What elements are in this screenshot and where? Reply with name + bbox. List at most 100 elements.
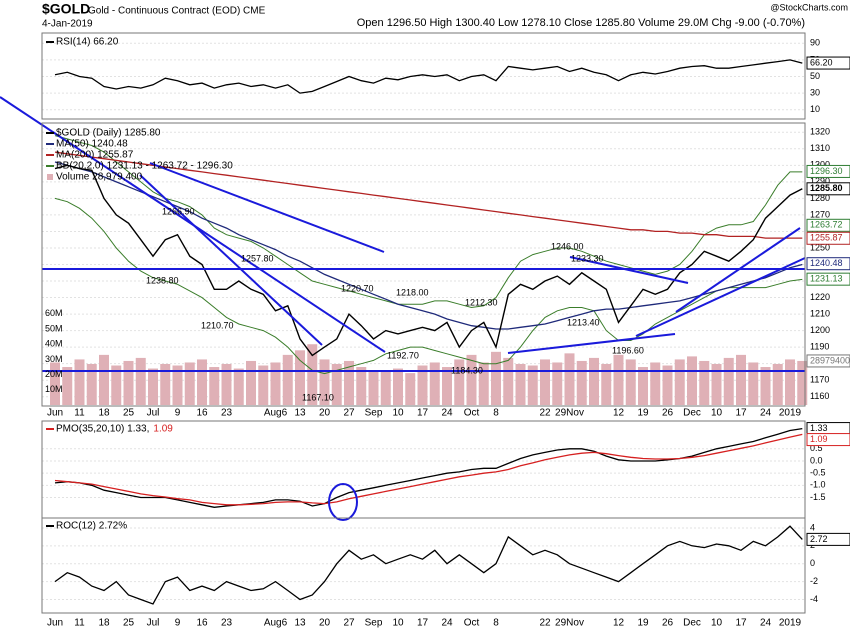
volume-bar xyxy=(123,360,134,405)
volume-bar xyxy=(356,367,367,405)
last-value-label-box xyxy=(806,56,850,70)
x-tick-label: 18 xyxy=(98,618,110,629)
x-tick-label: 19 xyxy=(637,408,649,419)
volume-bar xyxy=(111,365,122,405)
price-annotation: 1257.80 xyxy=(241,253,274,263)
y-tick-label: 30 xyxy=(810,87,820,97)
volume-bar xyxy=(540,359,550,405)
x-tick-label: 26 xyxy=(662,408,674,419)
volume-bar xyxy=(601,363,612,405)
volume-bar xyxy=(62,367,73,405)
series-line xyxy=(54,164,803,357)
y-tick-label: 0 xyxy=(810,558,815,568)
series-line xyxy=(54,427,803,508)
volume-bar xyxy=(466,354,477,405)
volume-tick-label: 10M xyxy=(45,384,63,394)
legend-entry: MA(200) 1255.87 xyxy=(56,150,134,161)
price-annotation: 1167.10 xyxy=(302,392,334,402)
x-tick-label: 10 xyxy=(711,408,723,419)
y-tick-label: 4 xyxy=(810,522,815,532)
x-tick-label: Aug6 xyxy=(264,618,288,629)
volume-bar xyxy=(221,363,232,405)
x-tick-label: 10 xyxy=(392,618,404,629)
legend-entry: $GOLD (Daily) 1285.80 xyxy=(56,128,161,139)
quote: Open 1296.50 High 1300.40 Low 1278.10 Cl… xyxy=(357,17,805,29)
trend-line xyxy=(507,333,676,354)
last-value-label: 1263.72 xyxy=(810,220,843,230)
x-tick-label: 2019 xyxy=(779,408,802,419)
x-tick-label: 19 xyxy=(637,618,649,629)
y-tick-label: 1190 xyxy=(810,342,829,352)
legend-entry: MA(50) 1240.48 xyxy=(56,139,128,150)
volume-bar xyxy=(246,360,256,405)
x-tick-label: 20 xyxy=(319,408,331,419)
x-tick-label: 23 xyxy=(221,408,233,419)
y-tick-label: 1220 xyxy=(810,292,830,302)
series-line xyxy=(54,135,803,309)
price-annotation: 1212.30 xyxy=(465,297,498,307)
y-tick-label: 1310 xyxy=(810,143,830,153)
price-annotation: 1213.40 xyxy=(567,317,600,327)
volume-tick-label: 30M xyxy=(45,354,63,364)
x-tick-label: 11 xyxy=(74,408,85,419)
volume-bar xyxy=(393,368,403,405)
x-tick-label: Sep xyxy=(365,618,383,629)
volume-tick-label: 20M xyxy=(45,369,63,379)
y-tick-label: 0.0 xyxy=(810,455,823,465)
volume-bar xyxy=(160,363,171,405)
volume-bar xyxy=(233,368,244,405)
x-tick-label: Dec xyxy=(683,408,701,419)
credit: @StockCharts.com xyxy=(770,2,848,12)
last-value-label: 1.33 xyxy=(810,423,828,433)
x-tick-label: 27 xyxy=(343,618,355,629)
volume-bar xyxy=(478,362,489,405)
y-tick-label: -0.5 xyxy=(810,468,826,478)
x-tick-label: 9 xyxy=(175,408,181,419)
x-tick-label: 29Nov xyxy=(555,408,584,419)
volume-bar xyxy=(589,357,599,405)
y-tick-label: -1.5 xyxy=(810,492,826,502)
price-annotation: 1218.00 xyxy=(396,287,429,297)
last-value-label: 1231.13 xyxy=(810,274,843,284)
x-tick-label: 2019 xyxy=(779,618,802,629)
x-tick-label: 17 xyxy=(735,408,747,419)
legend-entry: BB(20,2.0) 1231.13 - 1263.72 - 1296.30 xyxy=(56,161,233,172)
series-line xyxy=(54,161,803,330)
y-tick-label: 1300 xyxy=(810,160,830,170)
last-value-label-box xyxy=(806,272,850,286)
volume-bar xyxy=(282,354,293,405)
x-tick-label: 9 xyxy=(175,618,181,629)
x-tick-label: 25 xyxy=(123,408,135,419)
annotation-lines xyxy=(0,96,806,521)
volume-bar xyxy=(687,356,697,405)
volume-bar xyxy=(344,360,354,405)
x-tick-label: 11 xyxy=(74,618,85,629)
x-tick-label: 25 xyxy=(123,618,135,629)
last-value-label-box xyxy=(806,164,850,178)
volume-bar xyxy=(650,362,661,405)
x-tick-label: 24 xyxy=(760,408,772,419)
x-tick-label: Jun xyxy=(47,408,63,419)
last-value-label-box xyxy=(806,532,850,546)
y-tick-label: 1170 xyxy=(810,375,829,385)
y-tick-label: -1.0 xyxy=(810,480,826,490)
volume-bar xyxy=(380,371,391,405)
price-annotation: 1196.60 xyxy=(612,345,644,355)
price-annotation: 1192.70 xyxy=(387,350,419,360)
series-line xyxy=(54,433,803,506)
legend-swatch xyxy=(47,174,53,180)
last-value-label: 1296.30 xyxy=(810,166,843,176)
last-value-label: 2.72 xyxy=(810,534,828,544)
x-tick-label: 12 xyxy=(613,408,625,419)
price-annotation: 1266.90 xyxy=(162,206,195,216)
volume-bar xyxy=(86,363,97,405)
volume-last-label-box xyxy=(806,354,850,368)
y-tick-label: 1320 xyxy=(810,127,830,137)
volume-bar xyxy=(307,344,318,405)
price-annotation: 1210.70 xyxy=(201,320,234,330)
last-value-label: 1285.80 xyxy=(810,183,843,193)
volume-bar xyxy=(491,351,501,405)
volume-bar xyxy=(209,367,220,405)
label-layer: 1030507090RSI(14) 66.2066.20116011701180… xyxy=(45,37,850,629)
